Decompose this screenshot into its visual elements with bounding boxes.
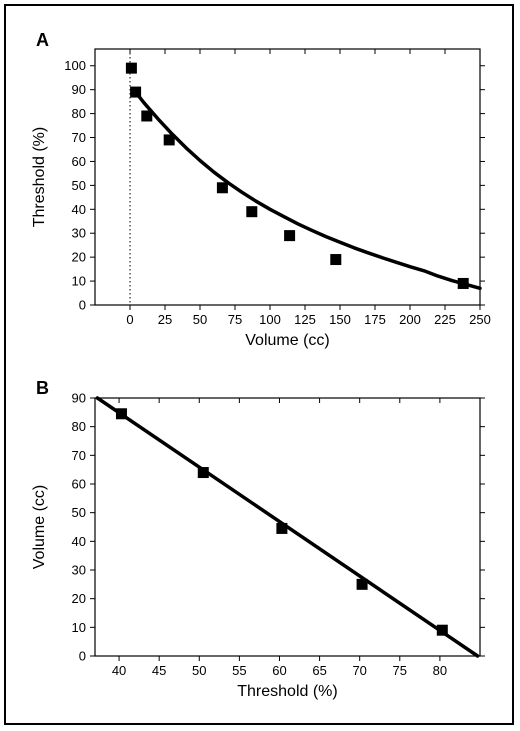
- panel-a-data-point: [216, 182, 228, 194]
- panel-b-data-point: [197, 467, 209, 479]
- panel-a-x-tick-label: 50: [193, 312, 207, 327]
- panel-b-y-tick-label: 10: [72, 620, 86, 635]
- panel-b-data-point: [276, 522, 288, 534]
- panel-a-x-tick-label: 75: [228, 312, 242, 327]
- panel-b-x-tick-label: 40: [112, 663, 126, 678]
- panel-b-x-tick-label: 80: [433, 663, 447, 678]
- panel-a-fit-curve: [133, 90, 482, 291]
- panel-a-x-tick-label: 175: [364, 312, 386, 327]
- panel-a-x-tick-label: 225: [434, 312, 456, 327]
- panel-a-y-tick-label: 60: [72, 154, 86, 169]
- panel-a-x-tick-label: 125: [294, 312, 316, 327]
- panel-b-plot-frame: [94, 397, 481, 657]
- panel-a-data-point: [330, 254, 342, 266]
- panel-a-x-axis-label: Volume (cc): [245, 332, 329, 349]
- panel-a-y-axis-label: Threshold (%): [31, 127, 48, 227]
- panel-b-y-tick-label: 70: [72, 448, 86, 463]
- figure-svg: A0 25 50 75 100 125 150 175 200 225 25001020304050…: [31, 30, 491, 700]
- panel-b-y-tick-label: 20: [72, 591, 86, 606]
- panel-b-y-tick-label: 60: [72, 477, 86, 492]
- panel-a-data-point: [284, 230, 296, 242]
- panel-b-y-tick-label: 0: [79, 649, 86, 664]
- panel-a-y-tick-label: 10: [72, 274, 86, 289]
- figure-frame: A 0 25 50 75 100 125 150 175 200 225 250 0 10 20 30 40 50…: [4, 4, 514, 725]
- panel-b-x-tick-label: 65: [312, 663, 326, 678]
- panel-a-y-tick-label: 100: [64, 58, 86, 73]
- panel-a-y-tick-label: 50: [72, 178, 86, 193]
- panel-a-y-tick-label: 0: [79, 298, 86, 313]
- panel-a-y-tick-label: 70: [72, 130, 86, 145]
- panel-b-y-axis-label: Volume (cc): [31, 485, 48, 569]
- panel-b-data-point: [436, 624, 448, 636]
- panel-b-x-axis-label: Threshold (%): [237, 683, 337, 700]
- panel-b-letter: B: [36, 378, 49, 398]
- panel-b-y-tick-label: 50: [72, 505, 86, 520]
- panel-a-data-point: [125, 62, 137, 74]
- panel-b-y-tick-label: 40: [72, 534, 86, 549]
- panel-a-y-tick-label: 40: [72, 202, 86, 217]
- panel-a-x-tick-label: 100: [259, 312, 281, 327]
- panel-a-letter: A: [36, 30, 49, 50]
- panel-a-data-point: [246, 206, 258, 218]
- panel-b-data-point: [115, 408, 127, 420]
- panel-a-data-point: [141, 110, 153, 122]
- panel-b-x-tick-label: 50: [192, 663, 206, 678]
- panel-a-y-tick-label: 90: [72, 82, 86, 97]
- panel-a-x-tick-label: 150: [329, 312, 351, 327]
- panel-a-data-point: [130, 86, 142, 98]
- panel-a-x-tick-label: 200: [399, 312, 421, 327]
- panel-b-x-tick-label: 75: [393, 663, 407, 678]
- panel-b-data-point: [356, 578, 368, 590]
- panel-b-y-tick-label: 30: [72, 563, 86, 578]
- panel-a-data-point: [457, 277, 469, 289]
- panel-b-y-tick-label: 80: [72, 419, 86, 434]
- panel-b-x-tick-label: 60: [272, 663, 286, 678]
- panel-a-y-tick-label: 80: [72, 106, 86, 121]
- panel-a-data-point: [163, 134, 175, 146]
- panel-b-y-tick-label: 90: [72, 391, 86, 406]
- panel-a-plot-frame: [94, 48, 481, 306]
- panel-b-fit-line: [95, 396, 480, 658]
- panel-a-x-tick-label: 25: [158, 312, 172, 327]
- panel-a-x-tick-label: 250: [469, 312, 491, 327]
- panel-a-x-tick-label: 0: [126, 312, 133, 327]
- panel-b-x-tick-label: 70: [352, 663, 366, 678]
- panel-a-y-tick-label: 20: [72, 250, 86, 265]
- panel-a-y-tick-label: 30: [72, 226, 86, 241]
- panel-b-x-tick-label: 55: [232, 663, 246, 678]
- panel-b-x-tick-label: 45: [152, 663, 166, 678]
